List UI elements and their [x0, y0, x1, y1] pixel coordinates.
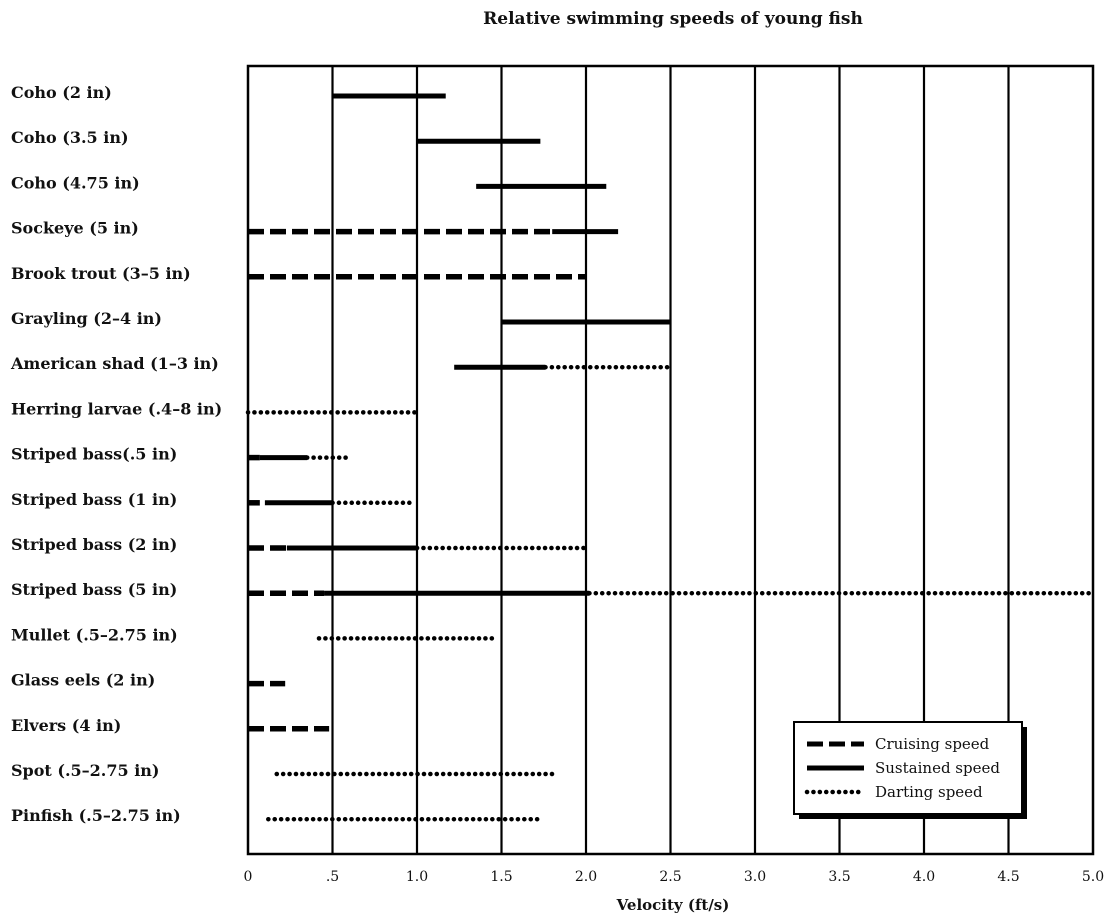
- x-tick-label-2: 1.0: [406, 869, 428, 885]
- x-axis-label: Velocity (ft/s): [616, 896, 730, 914]
- category-label-8: Striped bass(.5 in): [11, 445, 177, 464]
- x-tick-label-10: 5.0: [1082, 869, 1104, 885]
- x-tick-label-8: 4.0: [913, 869, 935, 885]
- category-label-7: Herring larvae (.4–8 in): [11, 399, 222, 418]
- x-tick-labels: 0 .5 1.0 1.5 2.0 2.5 3.0 3.5 4.0 4.5 5.0: [244, 869, 1105, 885]
- x-tick-label-7: 3.5: [828, 869, 850, 885]
- x-tick-label-4: 2.0: [575, 869, 597, 885]
- category-label-0: Coho (2 in): [11, 83, 112, 102]
- legend-label-sustained: Sustained speed: [875, 759, 1000, 777]
- category-label-10: Striped bass (2 in): [11, 535, 177, 554]
- category-label-4: Brook trout (3–5 in): [11, 264, 191, 283]
- category-label-16: Pinfish (.5–2.75 in): [11, 806, 181, 825]
- category-label-3: Sockeye (5 in): [11, 219, 139, 238]
- category-label-1: Coho (3.5 in): [11, 128, 129, 147]
- x-tick-label-5: 2.5: [659, 869, 681, 885]
- legend-label-darting: Darting speed: [875, 783, 983, 801]
- category-label-5: Grayling (2–4 in): [11, 309, 162, 328]
- x-tick-label-3: 1.5: [490, 869, 512, 885]
- x-tick-label-0: 0: [244, 869, 253, 885]
- grid-lines: [331, 66, 1010, 854]
- legend-label-cruising: Cruising speed: [875, 735, 990, 753]
- chart-title: Relative swimming speeds of young fish: [483, 9, 863, 29]
- speed-bars: [245, 93, 1096, 822]
- category-label-13: Glass eels (2 in): [11, 671, 155, 690]
- category-label-6: American shad (1–3 in): [10, 354, 219, 373]
- x-tick-label-9: 4.5: [997, 869, 1019, 885]
- category-labels: Coho (2 in) Coho (3.5 in) Coho (4.75 in) So…: [10, 83, 222, 825]
- x-tick-label-6: 3.0: [744, 869, 766, 885]
- category-label-11: Striped bass (5 in): [11, 580, 177, 599]
- x-tick-label-1: .5: [326, 869, 339, 885]
- category-label-14: Elvers (4 in): [11, 716, 121, 735]
- legend: Cruising speed Sustained speed Darting s…: [793, 721, 1027, 819]
- category-label-15: Spot (.5–2.75 in): [11, 761, 159, 780]
- category-label-9: Striped bass (1 in): [11, 490, 177, 509]
- category-label-12: Mullet (.5–2.75 in): [11, 625, 178, 644]
- category-label-2: Coho (4.75 in): [11, 173, 140, 192]
